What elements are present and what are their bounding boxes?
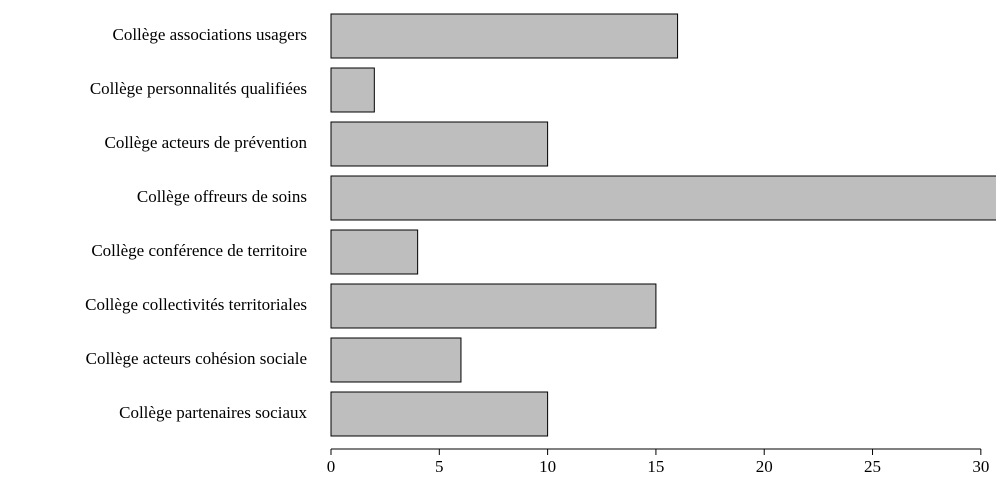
bar [330, 391, 549, 437]
bar [330, 337, 462, 383]
bar [330, 175, 996, 221]
x-tick-label: 15 [647, 457, 664, 476]
y-tick-label: Collège associations usagers [112, 25, 307, 44]
y-tick-label: Collège partenaires sociaux [119, 403, 307, 422]
bar [330, 229, 419, 275]
x-tick-label: 20 [756, 457, 773, 476]
y-tick-label: Collège conférence de territoire [91, 241, 307, 260]
bar [330, 121, 549, 167]
y-tick-label: Collège offreurs de soins [137, 187, 307, 206]
x-tick-label: 25 [864, 457, 881, 476]
x-tick-label: 0 [327, 457, 336, 476]
x-tick-label: 5 [435, 457, 444, 476]
x-tick-label: 30 [972, 457, 989, 476]
bar [330, 283, 657, 329]
y-tick-label: Collège acteurs cohésion sociale [86, 349, 307, 368]
y-tick-label: Collège acteurs de prévention [104, 133, 307, 152]
bar [330, 13, 679, 59]
y-tick-label: Collège personnalités qualifiées [90, 79, 307, 98]
x-tick-label: 10 [539, 457, 556, 476]
bar [330, 67, 375, 113]
y-tick-label: Collège collectivités territoriales [85, 295, 307, 314]
